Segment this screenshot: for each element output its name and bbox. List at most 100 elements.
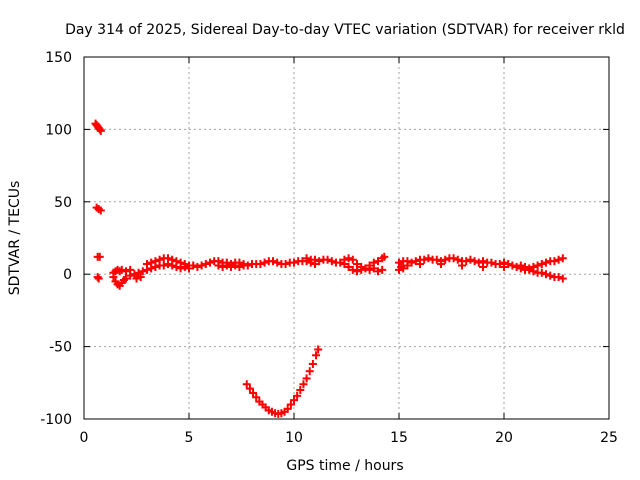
x-tick-labels: 0 5 10 15 20 25 xyxy=(80,430,618,446)
data-point xyxy=(380,252,389,261)
data-point xyxy=(353,260,361,269)
data-point xyxy=(302,254,311,263)
data-point xyxy=(458,261,466,270)
data-point xyxy=(197,261,206,270)
data-point xyxy=(126,271,135,280)
data-points xyxy=(91,119,567,418)
data-point xyxy=(305,367,314,376)
data-point xyxy=(336,258,345,267)
data-point xyxy=(403,261,412,270)
data-point xyxy=(122,267,130,276)
data-point xyxy=(95,125,104,134)
data-point xyxy=(407,258,416,267)
data-point xyxy=(512,262,521,271)
data-point xyxy=(235,262,244,271)
data-point xyxy=(180,262,189,271)
data-point xyxy=(227,262,235,271)
data-point xyxy=(479,262,487,271)
grid xyxy=(84,57,609,419)
data-point xyxy=(168,255,177,264)
data-point xyxy=(357,262,366,271)
data-point xyxy=(558,254,567,263)
data-point xyxy=(546,271,555,280)
data-point xyxy=(466,255,475,264)
data-point xyxy=(136,273,145,282)
data-point xyxy=(249,388,258,397)
data-point xyxy=(516,261,525,270)
data-point xyxy=(323,255,332,264)
x-tick-label: 25 xyxy=(600,430,618,446)
data-point xyxy=(420,255,429,264)
data-point xyxy=(533,261,542,270)
data-point xyxy=(201,260,210,269)
data-point xyxy=(525,265,534,274)
data-point xyxy=(521,262,529,271)
data-point xyxy=(315,257,324,266)
data-point xyxy=(245,384,254,393)
y-tick-label: 150 xyxy=(45,50,72,66)
data-point xyxy=(290,258,298,267)
data-point xyxy=(374,267,382,276)
data-point xyxy=(218,262,227,271)
data-point xyxy=(344,254,353,263)
data-point xyxy=(432,255,441,264)
data-point xyxy=(542,270,550,279)
data-point xyxy=(176,264,185,273)
data-point xyxy=(399,264,408,273)
data-point xyxy=(542,258,550,267)
data-point xyxy=(164,254,172,263)
data-point xyxy=(231,261,240,270)
data-point xyxy=(508,261,517,270)
data-point xyxy=(424,254,433,263)
data-point xyxy=(453,255,462,264)
data-point xyxy=(348,255,357,264)
data-point xyxy=(242,380,251,389)
data-point xyxy=(283,404,292,413)
data-point xyxy=(130,270,139,279)
data-point xyxy=(222,261,231,270)
y-tick-labels: -100 -50 0 50 100 150 xyxy=(40,50,72,428)
data-point xyxy=(437,260,445,269)
data-point xyxy=(487,258,496,267)
data-point xyxy=(462,257,471,266)
data-point xyxy=(302,374,311,383)
data-point xyxy=(243,261,252,270)
data-point xyxy=(470,257,479,266)
data-point xyxy=(378,265,387,274)
data-point xyxy=(159,261,168,270)
data-point xyxy=(558,274,567,283)
data-point xyxy=(311,255,319,264)
data-point xyxy=(252,393,261,402)
data-point xyxy=(504,260,513,269)
x-axis-title: GPS time / hours xyxy=(286,458,403,474)
x-tick-label: 20 xyxy=(495,430,513,446)
x-tick-label: 0 xyxy=(80,430,89,446)
data-point xyxy=(93,273,102,282)
data-point xyxy=(365,261,374,270)
data-point xyxy=(537,268,546,277)
data-point xyxy=(340,255,349,264)
y-tick-label: 50 xyxy=(54,195,72,211)
data-point xyxy=(344,262,353,271)
data-point xyxy=(134,268,143,277)
data-point xyxy=(348,265,357,274)
x-tick-label: 15 xyxy=(390,430,408,446)
data-point xyxy=(554,255,563,264)
data-point xyxy=(374,257,382,266)
axis-ticks xyxy=(83,56,610,420)
data-point xyxy=(256,260,265,269)
data-point xyxy=(537,260,546,269)
y-tick-label: -50 xyxy=(49,340,72,356)
x-tick-label: 10 xyxy=(285,430,303,446)
data-point xyxy=(132,274,141,283)
data-point xyxy=(206,258,214,267)
data-point xyxy=(273,258,282,267)
y-tick-label: 0 xyxy=(63,267,72,283)
data-point xyxy=(312,351,321,360)
data-point xyxy=(155,255,164,264)
data-point xyxy=(290,396,298,405)
data-point xyxy=(95,252,104,261)
chart-title: Day 314 of 2025, Sidereal Day-to-day VTE… xyxy=(65,22,625,38)
data-point xyxy=(269,257,277,266)
